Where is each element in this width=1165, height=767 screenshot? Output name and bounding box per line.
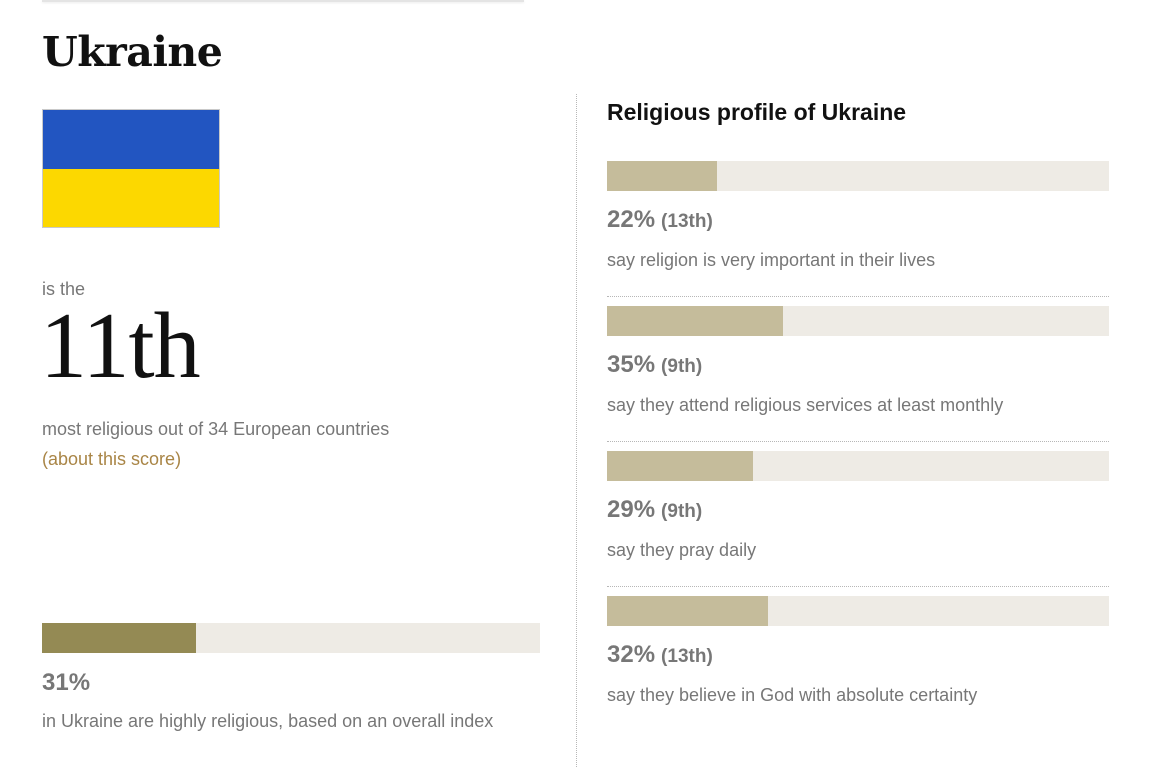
metric-bar-fill bbox=[607, 306, 783, 336]
profile-metric: 35% (9th) say they attend religious servic… bbox=[607, 306, 1109, 442]
metric-bar-track bbox=[607, 306, 1109, 336]
metric-bar-track bbox=[607, 451, 1109, 481]
flag-top-stripe bbox=[43, 110, 219, 169]
top-divider bbox=[42, 0, 524, 2]
metric-percent: 35% bbox=[607, 351, 656, 378]
ukraine-flag-icon bbox=[42, 109, 220, 228]
rank-intro: is the bbox=[42, 279, 86, 299]
metric-separator bbox=[607, 296, 1109, 297]
metric-value: 35% (9th) bbox=[607, 351, 702, 379]
metric-label: say they attend religious services at le… bbox=[607, 395, 1004, 415]
metric-value: 32% (13th) bbox=[607, 641, 713, 669]
column-divider bbox=[576, 94, 577, 767]
metric-separator bbox=[607, 586, 1109, 587]
metric-percent: 22% bbox=[607, 206, 656, 233]
religiosity-rank: 11th bbox=[40, 294, 201, 398]
metric-rank: (9th) bbox=[661, 356, 703, 377]
metric-separator bbox=[607, 441, 1109, 442]
metric-value: 22% (13th) bbox=[607, 206, 713, 234]
metric-bar-fill bbox=[607, 596, 768, 626]
metric-rank: (13th) bbox=[661, 211, 713, 232]
metric-bar-fill bbox=[607, 451, 753, 481]
profile-title: Religious profile of Ukraine bbox=[607, 99, 907, 125]
rank-description: most religious out of 34 European countr… bbox=[42, 419, 390, 439]
overall-index-value: 31% bbox=[42, 669, 91, 696]
metric-percent: 29% bbox=[607, 496, 656, 523]
metric-bar-track bbox=[607, 161, 1109, 191]
metric-rank: (9th) bbox=[661, 501, 703, 522]
overall-index-description: in Ukraine are highly religious, based o… bbox=[42, 711, 494, 731]
metric-bar-fill bbox=[607, 161, 717, 191]
country-title: Ukraine bbox=[42, 28, 223, 76]
metric-label: say they believe in God with absolute ce… bbox=[607, 685, 978, 705]
metric-percent: 32% bbox=[607, 641, 656, 668]
profile-metric: 32% (13th) say they believe in God with ab… bbox=[607, 596, 1109, 705]
metric-bar-track bbox=[607, 596, 1109, 626]
overall-index-bar-track bbox=[42, 623, 540, 653]
metric-label: say religion is very important in their … bbox=[607, 250, 936, 270]
overall-index-bar-fill bbox=[42, 623, 197, 653]
profile-metric: 22% (13th) say religion is very important … bbox=[607, 161, 1109, 297]
metric-label: say they pray daily bbox=[607, 540, 757, 560]
about-score-link[interactable]: (about this score) bbox=[42, 449, 182, 469]
flag-bottom-stripe bbox=[43, 168, 219, 227]
metric-rank: (13th) bbox=[661, 646, 713, 667]
profile-metric: 29% (9th) say they pray daily bbox=[607, 451, 1109, 587]
metric-value: 29% (9th) bbox=[607, 496, 702, 524]
